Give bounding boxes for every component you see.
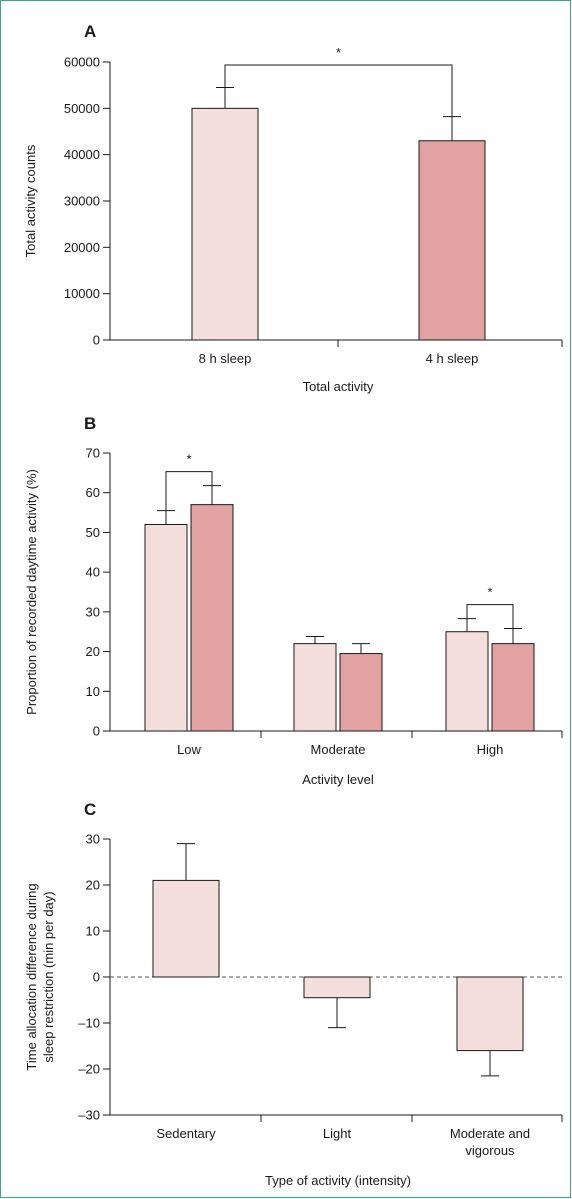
panel-b-significance-star: * <box>487 585 492 600</box>
panel-b-significance-bracket <box>165 471 213 511</box>
panel-c-y-tick-label: 30 <box>86 832 100 847</box>
panel-b-y-tick-label: 70 <box>86 446 100 461</box>
panel-b-bar <box>190 504 234 732</box>
panel-c-x-axis-title: Type of activity (intensity) <box>265 1173 411 1188</box>
panel-c-category-label: Sedentary <box>156 1126 216 1141</box>
panel-c-y-axis-title: sleep restriction (min per day) <box>41 891 56 1062</box>
panel-b-y-tick-label: 20 <box>86 644 100 659</box>
panel-c-y-tick-label: –20 <box>78 1062 100 1077</box>
panel-b-bar <box>293 643 337 732</box>
panel-c-y-tick-label: 10 <box>86 924 100 939</box>
panel-b-y-tick-label: 50 <box>86 525 100 540</box>
panel-a-y-tick-label: 60000 <box>64 55 100 70</box>
panel-b-y-tick-label: 60 <box>86 485 100 500</box>
panel-c-category-label: Moderate and <box>450 1126 530 1141</box>
panel-c-y-tick-label: –10 <box>78 1016 100 1031</box>
panel-a-y-tick-label: 30000 <box>64 194 100 209</box>
panel-b-y-tick-label: 10 <box>86 684 100 699</box>
panel-a-y-tick-label: 50000 <box>64 101 100 116</box>
panel-c-y-tick-label: 20 <box>86 878 100 893</box>
panel-b-significance-star: * <box>186 452 191 467</box>
panel-b-category-label: Moderate <box>311 742 366 757</box>
panel-b-category-label: Low <box>177 742 201 757</box>
panel-b-x-axis-title: Activity level <box>302 772 374 787</box>
panel-a-y-tick-label: 0 <box>93 333 100 348</box>
panel-b-significance-bracket <box>466 604 514 629</box>
panel-a-significance-star: * <box>336 45 341 60</box>
panel-b-y-tick-label: 30 <box>86 604 100 619</box>
panel-c-category-label: Light <box>323 1126 352 1141</box>
panel-a-y-tick-label: 10000 <box>64 286 100 301</box>
panel-letter-a: A <box>84 22 96 41</box>
panel-c-bar <box>152 879 220 978</box>
panel-a-significance-bracket <box>224 64 453 117</box>
panel-b-y-axis-title: Proportion of recorded daytime activity … <box>24 469 39 715</box>
panel-b-bar <box>144 523 188 732</box>
panel-c-y-tick-label: –30 <box>78 1108 100 1123</box>
panel-a-y-tick-label: 20000 <box>64 240 100 255</box>
panel-a-category-label: 4 h sleep <box>426 351 479 366</box>
panel-letter-b: B <box>84 414 96 433</box>
panel-c-y-tick-label: 0 <box>93 970 100 985</box>
panel-a-bar <box>191 107 259 341</box>
panel-b-bar <box>339 653 383 732</box>
panel-c-y-axis-title: Time allocation difference during <box>24 883 39 1070</box>
panel-b-category-label: High <box>477 742 504 757</box>
panel-a-x-axis-title: Total activity <box>303 379 374 394</box>
panel-letter-c: C <box>84 800 96 819</box>
panel-a-y-axis-title: Total activity counts <box>23 144 38 257</box>
panel-c-bar <box>303 976 371 999</box>
panel-c-category-label: vigorous <box>465 1143 515 1158</box>
panel-a-bar <box>418 140 486 341</box>
panel-c-bar <box>456 976 524 1052</box>
panel-b-bar <box>445 631 489 732</box>
panel-a-y-tick-label: 40000 <box>64 147 100 162</box>
panel-b-y-tick-label: 0 <box>93 724 100 739</box>
panel-b-y-tick-label: 40 <box>86 565 100 580</box>
panel-b-bar <box>491 643 535 732</box>
panel-a-category-label: 8 h sleep <box>199 351 252 366</box>
